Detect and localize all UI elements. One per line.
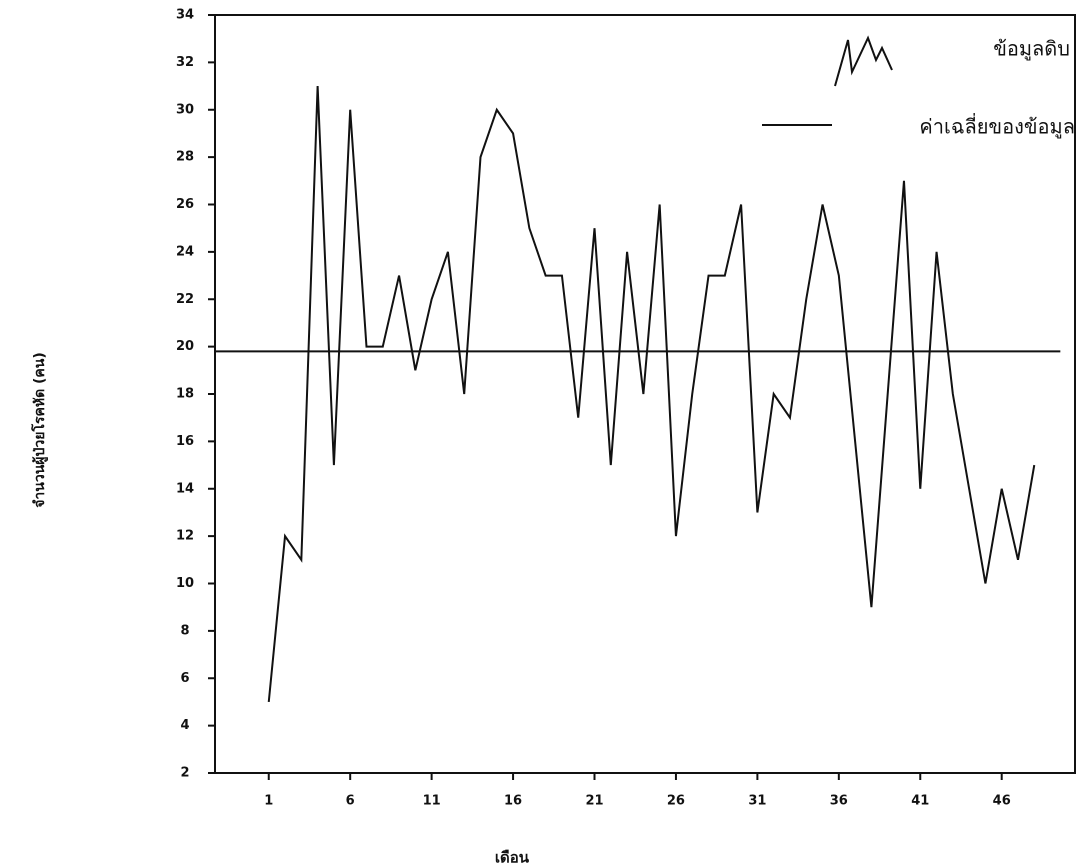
raw-data-line: [267, 86, 1036, 703]
x-tick-label: 31: [748, 794, 766, 809]
x-axis-label: เดือน: [495, 849, 530, 867]
y-tick-label: 14: [176, 481, 194, 496]
legend-label: ค่าเฉลี่ยของข้อมูล: [919, 113, 1075, 140]
y-tick-label: 8: [180, 623, 189, 638]
y-tick-label: 12: [176, 529, 194, 544]
y-tick-label: 6: [180, 671, 189, 686]
x-tick-label: 21: [585, 794, 603, 809]
y-tick-label: 18: [176, 387, 194, 402]
y-tick-label: 26: [176, 197, 194, 212]
y-tick-label: 32: [176, 55, 194, 70]
y-axis-label: จำนวนผู้ป่วยโรคหัด (คน): [30, 352, 48, 508]
y-tick-label: 24: [176, 244, 194, 259]
y-tick-label: 30: [176, 102, 194, 117]
y-tick-label: 4: [180, 718, 189, 733]
y-tick-label: 20: [176, 339, 194, 354]
x-tick-label: 1: [264, 794, 273, 809]
y-tick-label: 2: [180, 766, 189, 781]
x-tick-label: 41: [911, 794, 929, 809]
x-tick-label: 46: [993, 794, 1011, 809]
x-tick-label: 36: [830, 794, 848, 809]
legend-icon-raw: [834, 35, 893, 87]
x-tick-label: 11: [423, 794, 441, 809]
y-tick-label: 34: [176, 8, 194, 23]
legend-label: ข้อมูลดิบ: [993, 37, 1070, 62]
x-tick-label: 26: [667, 794, 685, 809]
x-tick-label: 16: [504, 794, 522, 809]
y-tick-label: 10: [176, 576, 194, 591]
y-tick-label: 28: [176, 150, 194, 165]
y-tick-label: 16: [176, 434, 194, 449]
x-tick-label: 6: [346, 794, 355, 809]
y-tick-label: 22: [176, 292, 194, 307]
